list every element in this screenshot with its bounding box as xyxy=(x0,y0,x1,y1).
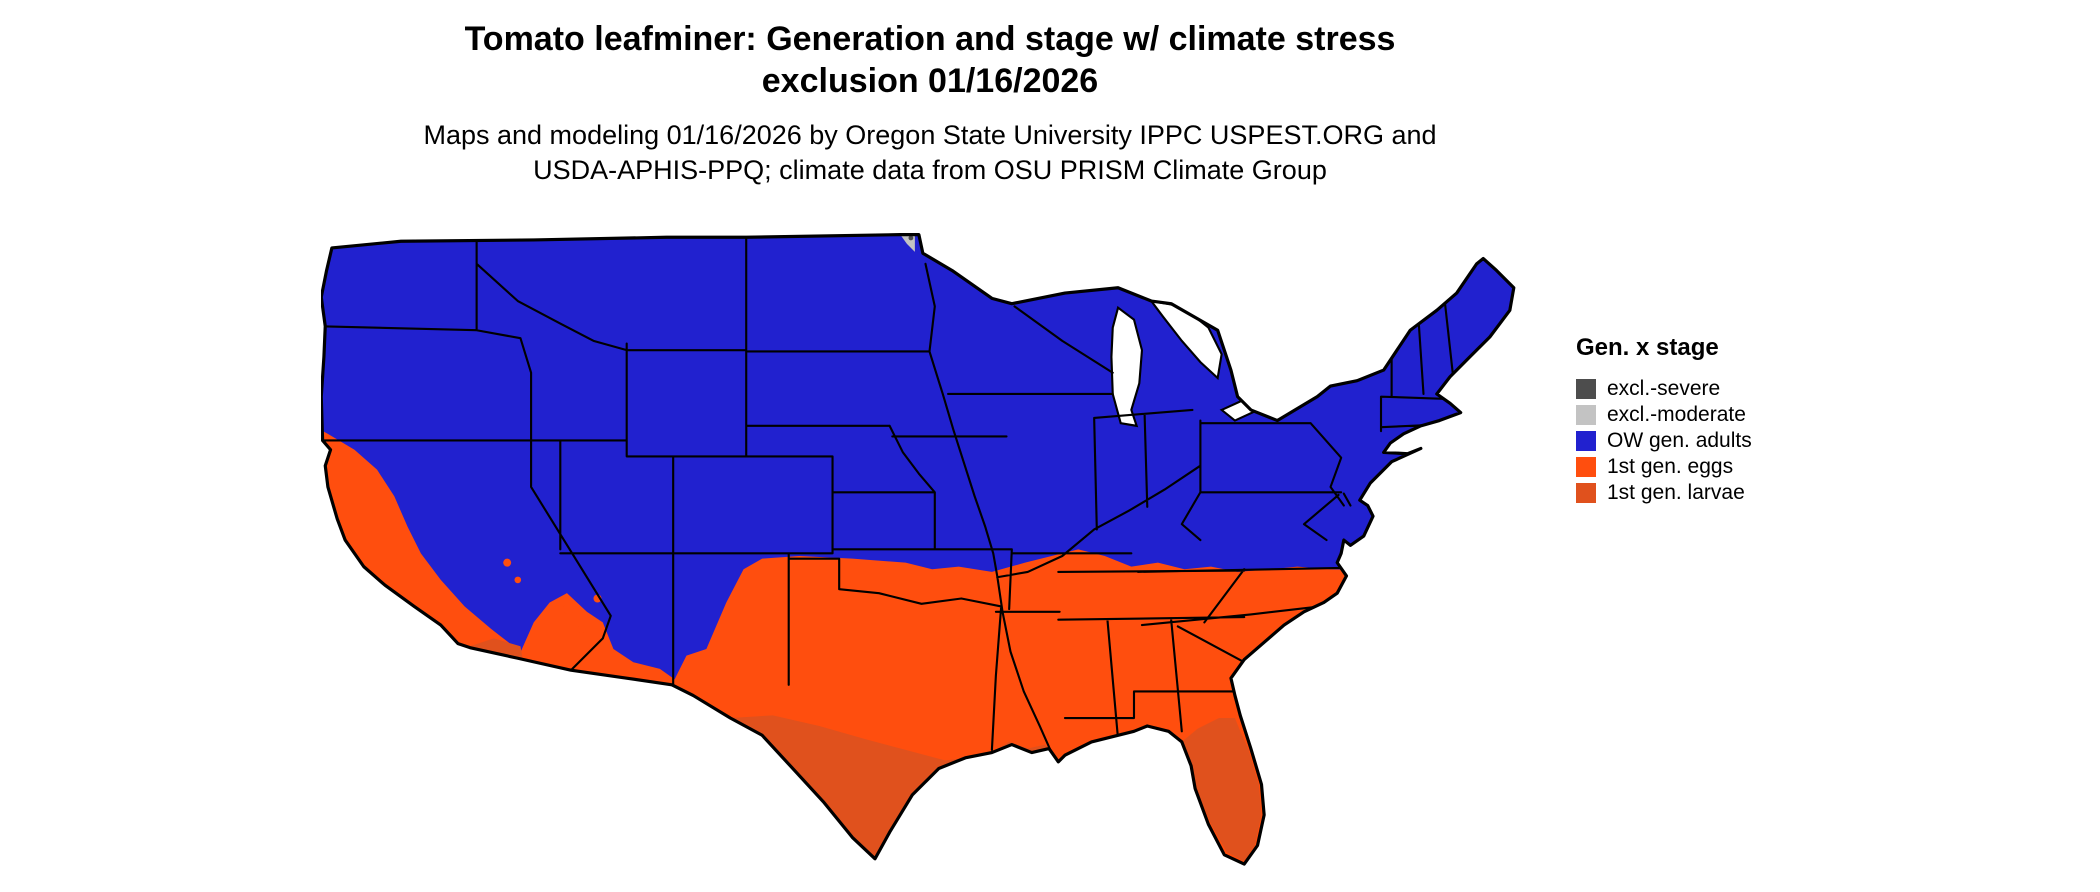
legend-title: Gen. x stage xyxy=(1576,334,1719,361)
legend-swatch-first-gen-eggs xyxy=(1576,457,1596,477)
legend-label-first-gen-eggs: 1st gen. eggs xyxy=(1607,455,1734,478)
legend-label-ow-gen-adults: OW gen. adults xyxy=(1607,429,1752,452)
nation-outline xyxy=(321,233,1516,866)
region-first-gen-larvae-south-texas xyxy=(730,715,966,859)
swatch-rect xyxy=(1576,431,1596,451)
swatch-rect xyxy=(1576,379,1596,399)
legend-item-ow-gen-adults: OW gen. adults xyxy=(1576,428,1752,454)
us-map xyxy=(321,233,1516,876)
map-subtitle-line1: Maps and modeling 01/16/2026 by Oregon S… xyxy=(423,120,1437,150)
map-subtitle-line2: USDA-APHIS-PPQ; climate data from OSU PR… xyxy=(533,155,1327,185)
legend: Gen. x stage excl.-severe excl.-moderate… xyxy=(1576,334,1752,506)
legend-label-excl-moderate: excl.-moderate xyxy=(1607,403,1746,426)
map-title-line1: Tomato leafminer: Generation and stage w… xyxy=(464,20,1396,58)
map-title-line2: exclusion 01/16/2026 xyxy=(761,62,1099,100)
legend-label-first-gen-larvae: 1st gen. larvae xyxy=(1607,481,1745,504)
region-first-gen-larvae-florida xyxy=(1181,718,1262,862)
region-first-gen-larvae-keys xyxy=(876,864,1248,876)
legend-item-first-gen-larvae: 1st gen. larvae xyxy=(1576,480,1752,506)
swatch-rect xyxy=(1576,457,1596,477)
lake-michigan xyxy=(1110,305,1144,428)
legend-item-excl-severe: excl.-severe xyxy=(1576,376,1752,402)
lake-ontario xyxy=(1317,347,1373,374)
region-excl-severe-minnesota xyxy=(908,235,914,241)
state-borders xyxy=(321,237,1460,751)
legend-swatch-excl-moderate xyxy=(1576,405,1596,425)
swatch-rect xyxy=(1576,483,1596,503)
legend-item-first-gen-eggs: 1st gen. eggs xyxy=(1576,454,1752,480)
legend-item-excl-moderate: excl.-moderate xyxy=(1576,402,1752,428)
map-subtitle: Maps and modeling 01/16/2026 by Oregon S… xyxy=(0,118,1860,188)
map-title: Tomato leafminer: Generation and stage w… xyxy=(0,18,1860,102)
legend-swatch-ow-gen-adults xyxy=(1576,431,1596,451)
legend-swatch-first-gen-larvae xyxy=(1576,483,1596,503)
map-container xyxy=(321,224,1530,888)
legend-label-excl-severe: excl.-severe xyxy=(1607,377,1721,400)
legend-swatch-excl-severe xyxy=(1576,379,1596,399)
header: Tomato leafminer: Generation and stage w… xyxy=(0,18,1860,188)
swatch-rect xyxy=(1576,405,1596,425)
